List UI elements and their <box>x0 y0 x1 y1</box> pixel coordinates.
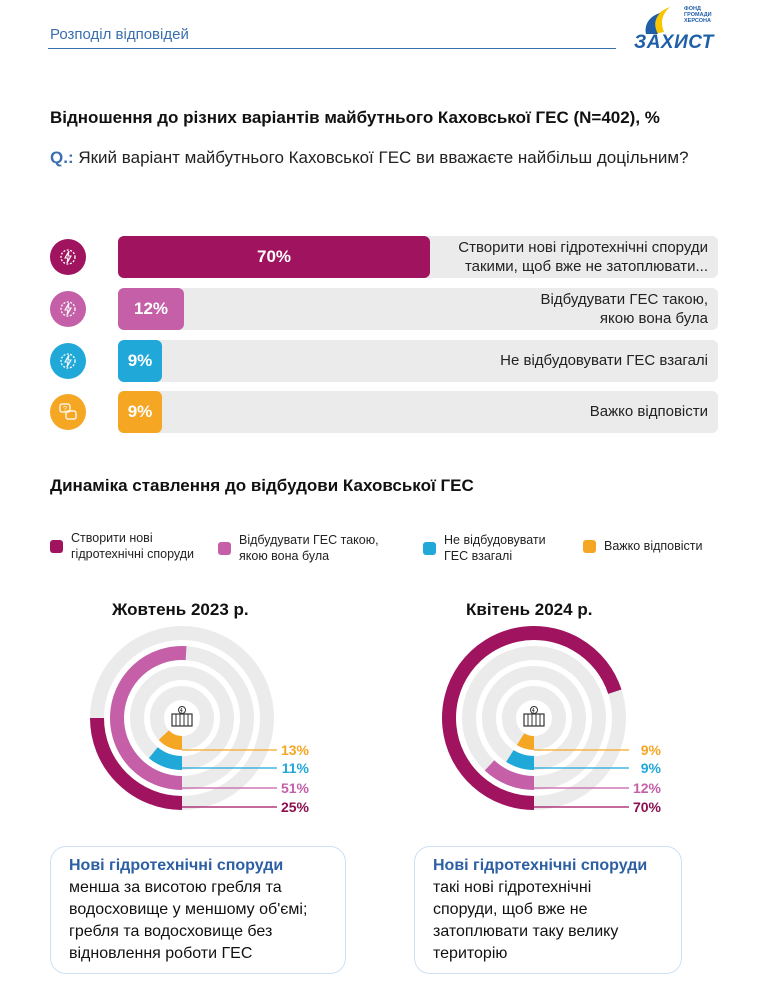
note-line: менша за висотою гребля та <box>69 879 282 896</box>
note-card-apr-2024: Нові гідротехнічні споруди такі нові гід… <box>414 846 682 974</box>
header-divider <box>48 48 616 49</box>
note-line: територію <box>433 945 508 962</box>
donut-title-apr-2024: Квітень 2024 р. <box>466 600 593 619</box>
legend-label: гідротехнічні споруди <box>71 547 195 561</box>
data-label: 13% <box>281 742 310 758</box>
note-line: споруди, щоб вже не <box>433 901 588 918</box>
legend-item-hard-to-say: Важко відповісти <box>583 530 703 554</box>
legend-item-rebuild: Відбудувати ГЕС такою, якою вона була <box>218 532 379 564</box>
data-label: 51% <box>281 780 310 796</box>
bar-track <box>118 391 718 433</box>
radial-bar <box>148 747 183 770</box>
header-title: Розподіл відповідей <box>50 26 189 43</box>
legend-label: Створити нові <box>71 531 153 545</box>
logo-caption: ФОНД ГРОМАДИ ХЕРСОНА <box>684 6 712 24</box>
legend-label: Важко відповісти <box>604 539 703 553</box>
note-title: Нові гідротехнічні споруди <box>433 857 648 874</box>
legend-label: Відбудувати ГЕС такою, <box>239 533 379 547</box>
section1-title: Відношення до різних варіантів майбутньо… <box>50 108 660 127</box>
dam-icon <box>523 706 545 727</box>
bar-category-label: Створити нові гідротехнічні споруди таким… <box>458 239 708 275</box>
legend-label: ГЕС взагалі <box>444 549 513 563</box>
svg-text:?: ? <box>63 406 67 413</box>
speech-bubbles-icon: ? <box>50 394 86 430</box>
question-text: Який варіант майбутнього Каховської ГЕС … <box>78 148 689 167</box>
radial-bar <box>516 732 535 750</box>
bar-category-label: Не відбудовувати ГЕС взагалі <box>500 352 708 369</box>
legend-swatch <box>583 540 596 553</box>
logo-flag-icon <box>645 7 670 34</box>
data-label: 12% <box>633 780 662 796</box>
legend-swatch <box>218 542 231 555</box>
data-label: 9% <box>641 760 662 776</box>
bar: 9% <box>118 391 162 433</box>
legend-swatch <box>423 542 436 555</box>
data-label: 9% <box>641 742 662 758</box>
radial-track <box>502 686 566 750</box>
note-title: Нові гідротехнічні споруди <box>69 857 284 874</box>
note-line: такі нові гідротехнічні <box>433 879 592 896</box>
bar-category-label: Важко відповісти <box>589 403 708 420</box>
bar-category-label: Відбудувати ГЕС такою, якою вона була <box>540 291 709 327</box>
logo-wordmark: ЗАХИСТ <box>634 32 714 53</box>
radial-bar <box>110 646 187 790</box>
note-line: відновлення роботи ГЕС <box>69 945 253 962</box>
note-line: гребля та водосховище без <box>69 923 273 940</box>
radial-bar <box>158 729 183 750</box>
question: Q.: Який варіант майбутнього Каховської … <box>50 146 690 169</box>
bar: 70% <box>118 236 430 278</box>
bar-track <box>118 288 718 330</box>
lightning-gear-icon <box>50 239 86 275</box>
radial-bar <box>90 717 183 810</box>
radial-bar <box>484 760 535 790</box>
radial-bar <box>442 626 622 810</box>
data-label: 11% <box>282 760 310 776</box>
radial-bar <box>506 749 535 770</box>
data-label: 25% <box>281 799 310 815</box>
legend-label: Не відбудовувати <box>444 533 546 547</box>
radial-charts: 13% 11% 51% 25% 9% 9% 12% 70% <box>90 626 662 815</box>
data-label: 70% <box>633 799 662 815</box>
radial-chart: 9% 9% 12% 70% <box>442 626 662 815</box>
note-card-oct-2023: Нові гідротехнічні споруди менша за висо… <box>50 846 346 974</box>
legend-item-no-rebuild: Не відбудовувати ГЕС взагалі <box>423 532 546 564</box>
legend-label: якою вона була <box>239 549 330 563</box>
dam-icon <box>171 706 193 727</box>
note-line: водосховище у меншому об'ємі; <box>69 901 308 918</box>
question-label: Q.: <box>50 148 74 167</box>
bar: 12% <box>118 288 184 330</box>
lightning-gear-icon <box>50 343 86 379</box>
legend-item-new-structures: Створити нові гідротехнічні споруди <box>50 530 194 562</box>
bar-track <box>118 340 718 382</box>
bar: 9% <box>118 340 162 382</box>
legend-swatch <box>50 540 63 553</box>
section2-title: Динаміка ставлення до відбудови Каховськ… <box>50 476 474 495</box>
logo: ФОНД ГРОМАДИ ХЕРСОНА ЗАХИСТ <box>632 4 732 54</box>
lightning-gear-icon <box>50 291 86 327</box>
radial-chart: 13% 11% 51% 25% <box>90 626 310 815</box>
donut-title-oct-2023: Жовтень 2023 р. <box>112 600 249 619</box>
note-line: затоплювати таку велику <box>433 923 619 940</box>
